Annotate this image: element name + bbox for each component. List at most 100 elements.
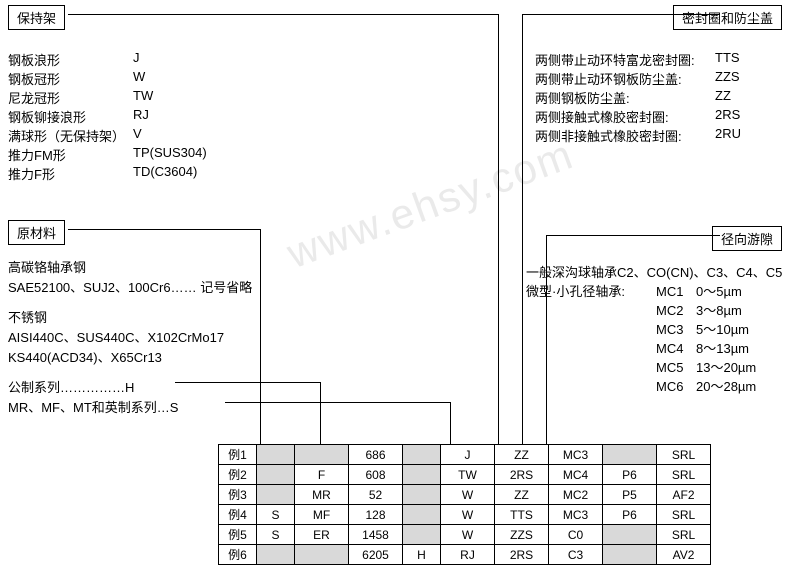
table-row: 例3MR52WZZMC2P5AF2	[219, 485, 711, 505]
table-cell: ZZS	[495, 525, 549, 545]
seal-row: 两侧带止动环钢板防尘盖:ZZS	[535, 69, 755, 88]
clearance-row-label: MC3	[656, 320, 696, 339]
table-row: 例66205HRJ2RSC3AV2	[219, 545, 711, 565]
table-cell: TTS	[495, 505, 549, 525]
table-cell: P6	[603, 505, 657, 525]
cage-row: 推力F形TD(C3604)	[8, 164, 243, 183]
label-clearance: 径向游隙	[712, 226, 782, 251]
cage-row-code: W	[133, 69, 243, 88]
table-cell: 1458	[349, 525, 403, 545]
table-cell: MC3	[549, 505, 603, 525]
seal-row: 两侧接触式橡胶密封圈:2RS	[535, 107, 755, 126]
clearance-row: MC48～13µm	[656, 339, 776, 358]
cage-row-label: 钢板冠形	[8, 69, 133, 88]
clearance-row-label: MC1	[656, 282, 696, 301]
table-cell: AV2	[657, 545, 711, 565]
seal-row-code: 2RS	[715, 107, 755, 126]
table-cell: SRL	[657, 505, 711, 525]
clearance-row: MC35～10µm	[656, 320, 776, 339]
table-cell: J	[441, 445, 495, 465]
table-cell: C3	[549, 545, 603, 565]
table-cell: SRL	[657, 525, 711, 545]
table-cell: AF2	[657, 485, 711, 505]
seal-row-label: 两侧非接触式橡胶密封圈:	[535, 126, 715, 145]
table-row: 例1686JZZMC3SRL	[219, 445, 711, 465]
clearance-row-value: 13～20µm	[696, 358, 776, 377]
clearance-row-value: 3～8µm	[696, 301, 776, 320]
table-cell	[295, 445, 349, 465]
table-cell: W	[441, 525, 495, 545]
table-cell	[257, 465, 295, 485]
table-cell	[403, 505, 441, 525]
seal-row-code: ZZS	[715, 69, 755, 88]
table-cell: MR	[295, 485, 349, 505]
table-cell: S	[257, 505, 295, 525]
table-row: 例5SER1458WZZSC0SRL	[219, 525, 711, 545]
cage-row: 推力FM形TP(SUS304)	[8, 145, 243, 164]
table-cell: ZZ	[495, 485, 549, 505]
section-material: 原材料	[8, 220, 65, 245]
mat-line2: SAE52100、SUJ2、100Cr6…… 记号省略	[8, 278, 252, 298]
mat-line6: 公制系列……………H	[8, 378, 252, 398]
clearance-row-value: 0～5µm	[696, 282, 776, 301]
table-cell	[603, 525, 657, 545]
table-cell: 686	[349, 445, 403, 465]
table-cell: P6	[603, 465, 657, 485]
table-cell: ER	[295, 525, 349, 545]
material-body: 高碳铬轴承钢 SAE52100、SUJ2、100Cr6…… 记号省略 不锈钢 A…	[8, 258, 252, 418]
table-cell: 608	[349, 465, 403, 485]
table-cell	[603, 545, 657, 565]
table-cell: MF	[295, 505, 349, 525]
mat-line4: AISI440C、SUS440C、X102CrMo17	[8, 328, 252, 348]
cage-row-code: TD(C3604)	[133, 164, 243, 183]
line-series-v1	[320, 382, 321, 444]
cage-row: 钢板浪形J	[8, 50, 243, 69]
table-cell	[403, 525, 441, 545]
clr-subheader: 微型·小孔径轴承:	[526, 282, 656, 396]
table-cell: 例4	[219, 505, 257, 525]
table-cell: 6205	[349, 545, 403, 565]
table-cell: S	[257, 525, 295, 545]
table-cell: MC2	[549, 485, 603, 505]
line-clr-h	[546, 235, 720, 236]
table-cell: 2RS	[495, 465, 549, 485]
line-cage-h	[68, 14, 498, 15]
table-cell: H	[403, 545, 441, 565]
seal-rows: 两侧带止动环特富龙密封圈:TTS两侧带止动环钢板防尘盖:ZZS两侧钢板防尘盖:Z…	[535, 50, 755, 145]
table-cell: ZZ	[495, 445, 549, 465]
table-cell: P5	[603, 485, 657, 505]
clearance-row-value: 5～10µm	[696, 320, 776, 339]
table-cell: 128	[349, 505, 403, 525]
line-series-v2	[450, 402, 451, 444]
seal-row-label: 两侧带止动环钢板防尘盖:	[535, 69, 715, 88]
clearance-body: 一般深沟球轴承C2、CO(CN)、C3、C4、C5 微型·小孔径轴承: MC10…	[526, 263, 782, 396]
mat-line1: 高碳铬轴承钢	[8, 258, 252, 278]
table-cell: TW	[441, 465, 495, 485]
seal-row-label: 两侧钢板防尘盖:	[535, 88, 715, 107]
mat-line7: MR、MF、MT和英制系列…S	[8, 398, 252, 418]
table-cell	[403, 465, 441, 485]
cage-row-label: 满球形（无保持架）	[8, 126, 133, 145]
line-mat-v1	[260, 229, 261, 444]
clearance-row-label: MC4	[656, 339, 696, 358]
seal-row: 两侧带止动环特富龙密封圈:TTS	[535, 50, 755, 69]
seal-row-code: 2RU	[715, 126, 755, 145]
table-cell: 2RS	[495, 545, 549, 565]
label-seal: 密封圈和防尘盖	[673, 5, 782, 30]
cage-row-code: TP(SUS304)	[133, 145, 243, 164]
seal-row: 两侧非接触式橡胶密封圈:2RU	[535, 126, 755, 145]
table-cell	[257, 445, 295, 465]
cage-row-label: 推力F形	[8, 164, 133, 183]
section-clearance: 径向游隙	[712, 226, 782, 251]
mat-line5: KS440(ACD34)、X65Cr13	[8, 348, 252, 368]
cage-row-code: V	[133, 126, 243, 145]
cage-row: 钢板冠形W	[8, 69, 243, 88]
table-cell: 例3	[219, 485, 257, 505]
table-cell	[403, 445, 441, 465]
label-cage: 保持架	[8, 5, 65, 30]
line-series-h2	[225, 402, 450, 403]
seal-row: 两侧钢板防尘盖:ZZ	[535, 88, 755, 107]
clearance-row: MC513～20µm	[656, 358, 776, 377]
table-row: 例4SMF128WTTSMC3P6SRL	[219, 505, 711, 525]
line-mat-h	[68, 229, 260, 230]
